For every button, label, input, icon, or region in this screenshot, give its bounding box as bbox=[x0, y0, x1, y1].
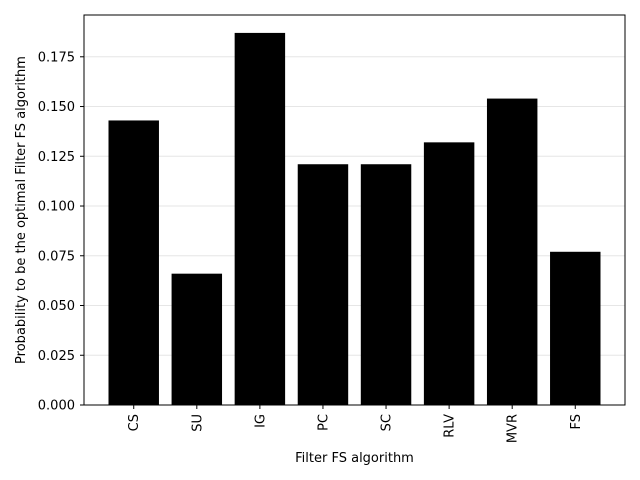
y-tick-label: 0.175 bbox=[38, 50, 75, 65]
x-ticks: CS SU IG PC SC RLV MVR FS bbox=[127, 405, 584, 443]
x-tick-label-rlv: RLV bbox=[443, 414, 458, 438]
bar-sc bbox=[360, 164, 412, 405]
x-tick-label-cs: CS bbox=[127, 414, 142, 431]
y-tick-label: 0.125 bbox=[38, 150, 75, 165]
y-tick-label: 0.150 bbox=[38, 100, 75, 115]
x-axis-label: Filter FS algorithm bbox=[295, 451, 414, 466]
bar-cs bbox=[108, 120, 159, 406]
gridlines bbox=[84, 56, 625, 356]
y-tick-label: 0.100 bbox=[38, 200, 75, 215]
bars bbox=[108, 32, 601, 406]
bar-ig bbox=[234, 32, 286, 405]
bar-su bbox=[171, 273, 223, 405]
x-tick-label-ig: IG bbox=[253, 414, 268, 428]
y-tick-label: 0.025 bbox=[38, 349, 75, 364]
bar-fs bbox=[550, 251, 601, 405]
x-tick-label-fs: FS bbox=[569, 414, 584, 430]
y-ticks: 0.000 0.025 0.050 0.075 0.100 0.125 0.150 0.175 bbox=[38, 50, 84, 414]
plot-frame bbox=[83, 14, 626, 406]
bar-mvr bbox=[486, 98, 538, 406]
y-axis-label: Probability to be the optimal Filter FS … bbox=[14, 56, 29, 364]
x-tick-label-su: SU bbox=[190, 414, 205, 432]
x-tick-label-sc: SC bbox=[380, 414, 395, 431]
y-tick-label: 0.000 bbox=[38, 399, 75, 414]
y-tick-label: 0.050 bbox=[38, 299, 75, 314]
x-tick-label-mvr: MVR bbox=[506, 414, 521, 443]
bar-rlv bbox=[423, 142, 475, 406]
bar-pc bbox=[297, 164, 349, 405]
y-tick-label: 0.075 bbox=[38, 249, 75, 264]
x-tick-label-pc: PC bbox=[316, 414, 331, 431]
